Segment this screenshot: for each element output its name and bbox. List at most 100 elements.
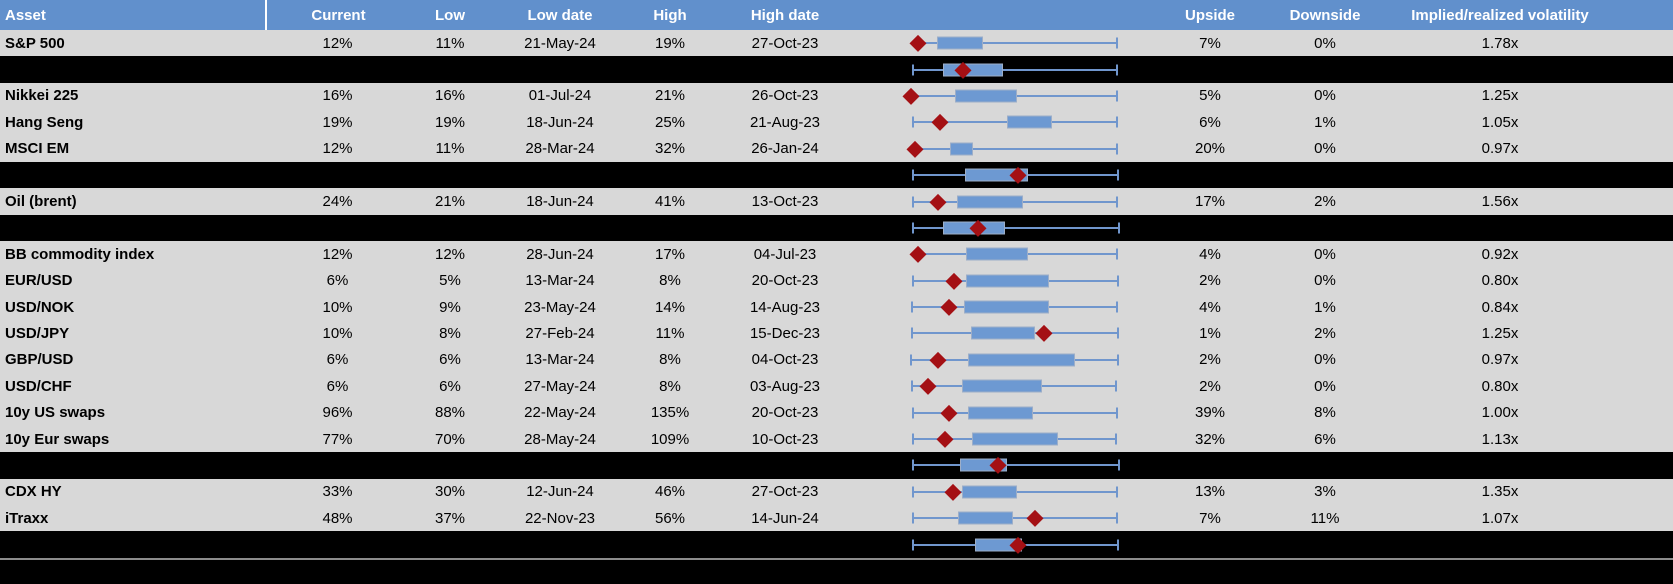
low-date: 21-May-24 — [524, 34, 596, 52]
low-value: 5% — [439, 272, 461, 290]
boxplot — [860, 241, 1140, 267]
asset-name: USD/CHF — [5, 378, 72, 394]
high-value: 41% — [654, 193, 686, 211]
implied-realized-value: 1.35x — [1481, 483, 1519, 501]
downside-value: 3% — [1314, 483, 1336, 501]
upside-value: 2% — [1199, 377, 1221, 395]
boxplot — [860, 347, 1140, 373]
asset-name: 10y US swaps — [5, 405, 106, 421]
whisker-cap-right — [1116, 327, 1119, 339]
whisker-cap-left — [911, 327, 914, 339]
boxplot — [860, 426, 1140, 452]
diamond-marker-icon — [909, 246, 927, 263]
upside-value: 2% — [1199, 272, 1221, 290]
table-header-row: Asset Current Low Low date High High dat… — [0, 0, 1673, 30]
low-date: 22-May-24 — [524, 404, 596, 422]
boxplot — [860, 188, 1140, 214]
iqr-box — [961, 379, 1042, 393]
whisker-line — [912, 226, 1119, 229]
diamond-marker-icon — [919, 378, 937, 395]
low-value: 88% — [434, 404, 466, 422]
column-header-implied-realized: Implied/realized volatility — [1411, 6, 1589, 24]
asset-name: EUR/USD — [5, 273, 73, 289]
whisker-cap-right — [1116, 37, 1119, 49]
low-value: 6% — [439, 377, 461, 395]
boxplot — [860, 268, 1140, 294]
high-value: 8% — [659, 272, 681, 290]
whisker-cap-right — [1116, 143, 1119, 155]
low-date: 18-Jun-24 — [526, 193, 594, 211]
low-value: 70% — [434, 430, 466, 448]
boxplot — [860, 83, 1140, 109]
iqr-box — [968, 406, 1034, 420]
column-header-low-date: Low date — [527, 6, 593, 24]
implied-realized-value: 0.80x — [1481, 272, 1519, 290]
iqr-box — [972, 432, 1058, 446]
whisker-cap-right — [1116, 407, 1119, 419]
high-date: 04-Oct-23 — [751, 351, 819, 369]
diamond-marker-icon — [931, 114, 949, 131]
downside-value: 0% — [1314, 351, 1336, 369]
diamond-marker-icon — [909, 35, 927, 52]
whisker-cap-right — [1116, 248, 1119, 260]
asset-name: GBP/USD — [5, 352, 74, 368]
upside-value: 1% — [1199, 324, 1221, 342]
low-value: 16% — [434, 87, 466, 105]
whisker-cap-left — [911, 407, 914, 419]
iqr-box — [966, 247, 1028, 261]
current-value: 6% — [326, 377, 349, 395]
asset-name: CDX HY — [5, 484, 62, 500]
current-value: 6% — [326, 351, 349, 369]
low-value: 8% — [439, 324, 461, 342]
current-value: 96% — [322, 404, 353, 422]
current-value: 77% — [322, 430, 353, 448]
low-date: 22-Nov-23 — [524, 509, 596, 527]
table-row: S&P 500 12% 11% 21-May-24 19% 27-Oct-23 7% 0% 1.… — [0, 30, 1673, 57]
bottom-separator-line — [0, 557, 1673, 560]
high-date: 04-Jul-23 — [753, 245, 817, 263]
low-value: 6% — [439, 351, 461, 369]
summary-row — [0, 161, 1673, 189]
downside-value: 2% — [1314, 193, 1336, 211]
low-date: 13-Mar-24 — [525, 351, 595, 369]
downside-value: 8% — [1314, 404, 1336, 422]
implied-realized-value: 1.05x — [1481, 113, 1519, 131]
diamond-marker-icon — [929, 193, 947, 210]
upside-value: 4% — [1199, 245, 1221, 263]
implied-realized-value: 0.80x — [1481, 377, 1519, 395]
boxplot — [860, 320, 1140, 346]
upside-value: 4% — [1199, 298, 1221, 316]
upside-value: 5% — [1199, 87, 1221, 105]
whisker-cap-left — [911, 539, 914, 551]
boxplot — [860, 136, 1140, 162]
asset-name: iTraxx — [5, 510, 49, 526]
high-value: 56% — [654, 509, 686, 527]
current-value: 33% — [322, 483, 353, 501]
high-value: 19% — [654, 34, 686, 52]
whisker-cap-left — [911, 512, 914, 524]
downside-value: 1% — [1314, 298, 1336, 316]
current-value: 10% — [322, 298, 353, 316]
summary-row — [0, 56, 1673, 83]
upside-value: 32% — [1194, 430, 1226, 448]
column-header-asset: Asset — [5, 7, 46, 23]
implied-realized-value: 1.07x — [1481, 509, 1519, 527]
table-row: iTraxx 48% 37% 22-Nov-23 56% 14-Jun-24 7% 11% 1.… — [0, 505, 1673, 532]
downside-value: 1% — [1314, 113, 1336, 131]
downside-value: 0% — [1314, 377, 1336, 395]
upside-value: 7% — [1199, 509, 1221, 527]
whisker-cap-left — [911, 169, 914, 181]
table-row: MSCI EM 12% 11% 28-Mar-24 32% 26-Jan-24 20% 0% 0… — [0, 135, 1673, 162]
low-value: 12% — [434, 245, 466, 263]
iqr-box — [958, 511, 1013, 525]
diamond-marker-icon — [940, 404, 958, 421]
iqr-box — [954, 89, 1018, 103]
boxplot — [860, 505, 1140, 531]
table-row: Nikkei 225 16% 16% 01-Jul-24 21% 26-Oct-23 5% 0… — [0, 82, 1673, 110]
whisker-cap-right — [1116, 512, 1119, 524]
diamond-marker-icon — [1035, 325, 1053, 342]
whisker-cap-left — [911, 196, 914, 208]
table-row: 10y Eur swaps 77% 70% 28-May-24 109% 10-Oct-2… — [0, 425, 1673, 453]
asset-name: BB commodity index — [5, 246, 155, 262]
